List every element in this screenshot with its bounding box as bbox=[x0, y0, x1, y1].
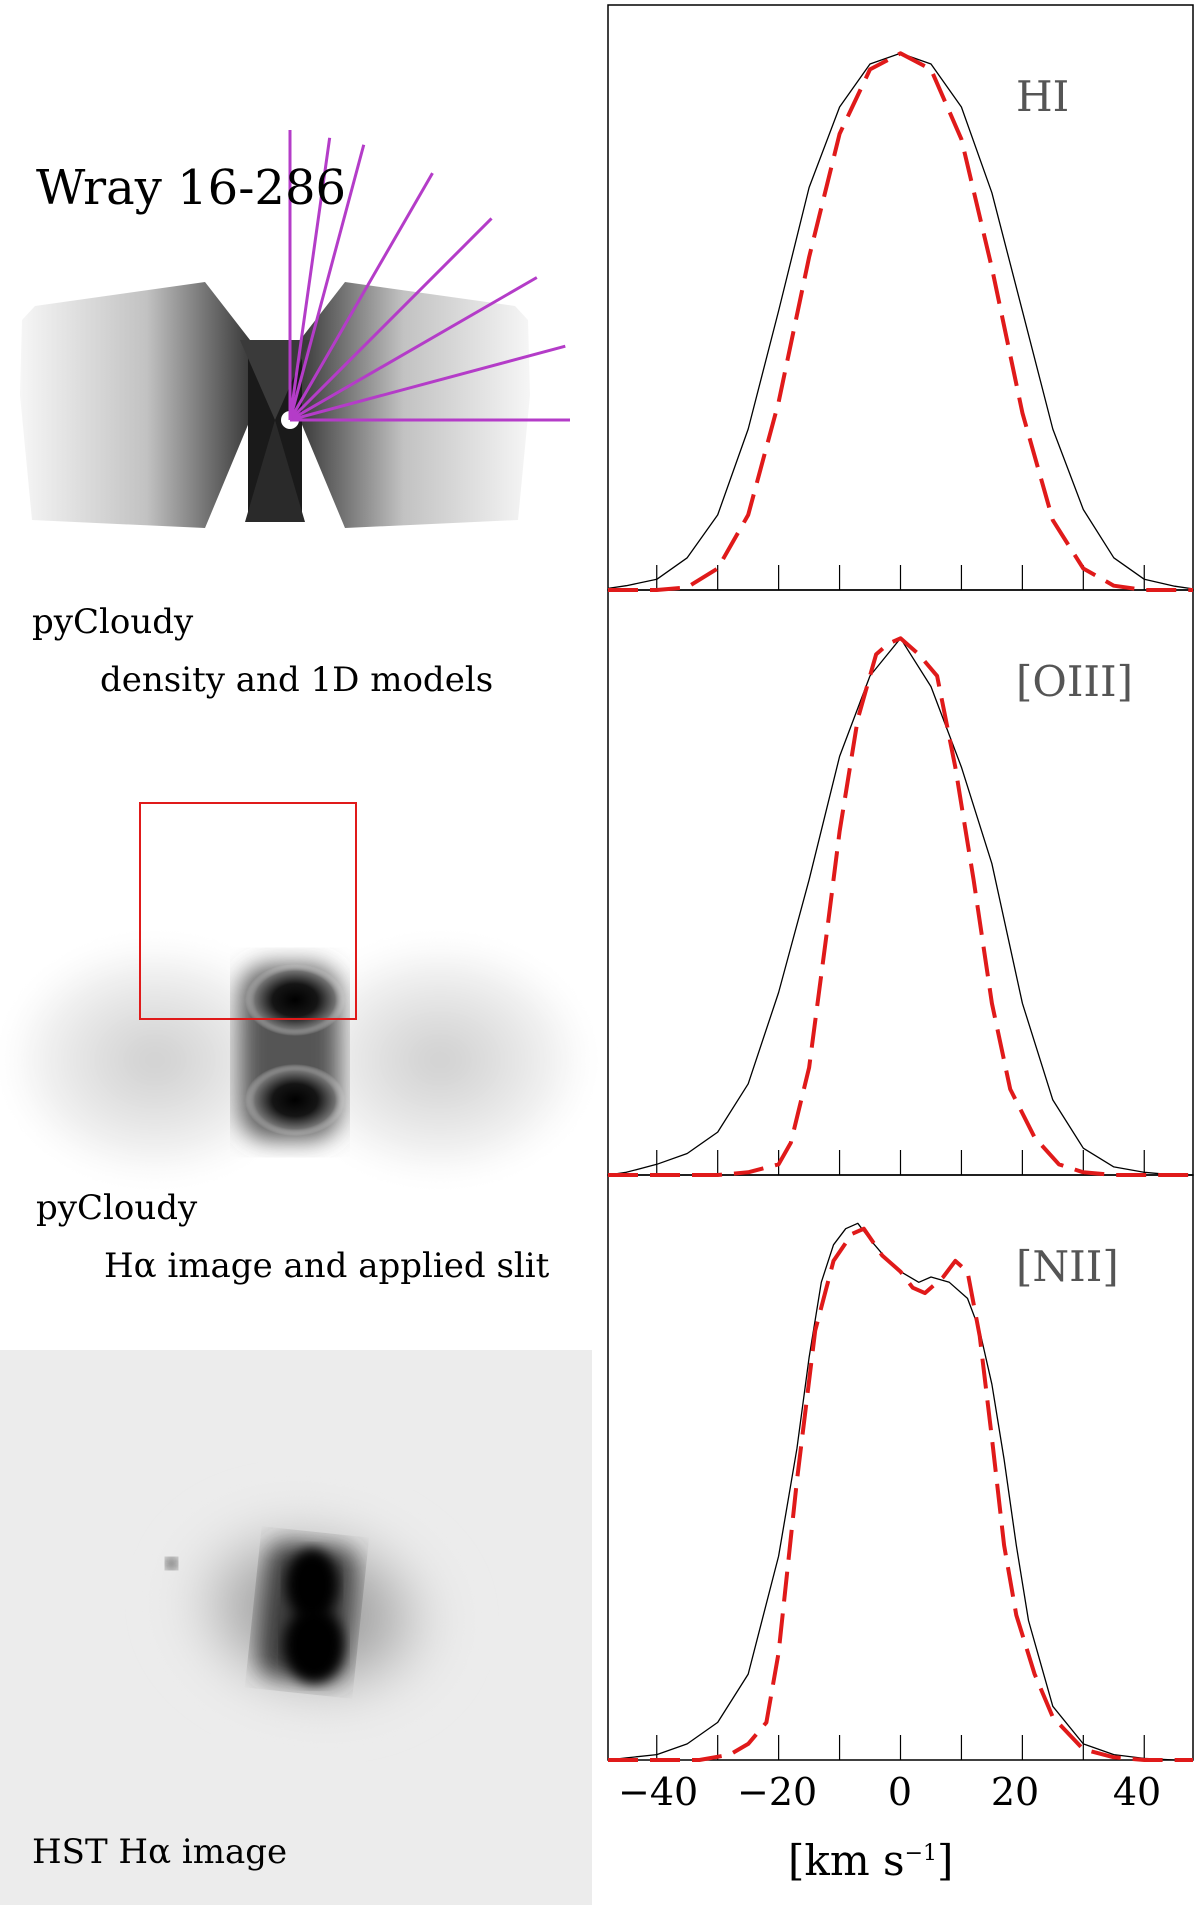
density-left-lobe bbox=[20, 282, 250, 528]
x-axis-label-unit: [km s bbox=[788, 1836, 905, 1885]
line-profile-panels bbox=[607, 4, 1194, 1762]
hst-field-star bbox=[166, 1558, 177, 1569]
radial-line-1 bbox=[289, 344, 566, 422]
observed-profile-hi bbox=[607, 52, 1194, 590]
density-caption-line1: pyCloudy bbox=[32, 602, 194, 642]
density-model-image bbox=[20, 130, 570, 528]
observed-profile-oiii bbox=[607, 637, 1193, 1176]
profile-curves bbox=[607, 51, 1194, 1762]
density-waist-fan-upper bbox=[240, 340, 310, 420]
x-tick-label-neg20: −20 bbox=[737, 1770, 818, 1814]
radial-line-3 bbox=[288, 217, 493, 422]
hst-knot-lower bbox=[284, 1607, 344, 1683]
model-profile-nii bbox=[608, 1226, 1193, 1762]
applied-slit-box bbox=[139, 802, 357, 1020]
radial-line-2 bbox=[289, 276, 538, 422]
radial-line-4 bbox=[288, 172, 434, 421]
object-title: Wray 16-286 bbox=[36, 160, 347, 216]
density-waist-fan-lower bbox=[245, 420, 305, 522]
halpha-left-lobe bbox=[5, 940, 305, 1180]
halpha-right-lobe bbox=[290, 940, 590, 1180]
observed-profile-nii bbox=[607, 1222, 1193, 1761]
halpha-model-image bbox=[5, 802, 590, 1180]
panel-label-hi: HI bbox=[1016, 72, 1070, 121]
halpha-caption-line2: Hα image and applied slit bbox=[104, 1246, 550, 1286]
x-axis-label-exponent: −1 bbox=[904, 1841, 938, 1866]
panel-label-oiii: [OIII] bbox=[1016, 657, 1133, 706]
hst-caption: HST Hα image bbox=[32, 1832, 288, 1872]
density-right-lobe bbox=[300, 282, 530, 528]
x-tick-label-neg40: −40 bbox=[618, 1770, 699, 1814]
x-axis-label: [km s−1] bbox=[788, 1836, 953, 1885]
halpha-upper-knot bbox=[245, 964, 345, 1036]
panel-label-nii: [NII] bbox=[1016, 1242, 1119, 1291]
radial-model-lines bbox=[288, 130, 570, 422]
hst-halpha-image bbox=[0, 1350, 592, 1905]
halpha-caption-line1: pyCloudy bbox=[36, 1188, 198, 1228]
halpha-lower-knot bbox=[245, 1064, 345, 1136]
hst-knot-upper bbox=[286, 1549, 338, 1621]
x-tick-label-0: 0 bbox=[887, 1770, 913, 1814]
x-tick-label-40: 40 bbox=[1112, 1770, 1162, 1814]
model-profile-oiii bbox=[608, 636, 1193, 1177]
profile-panel-hi-frame bbox=[607, 4, 1194, 591]
x-axis-label-close: ] bbox=[937, 1836, 954, 1885]
density-caption-line2: density and 1D models bbox=[100, 660, 494, 700]
model-profile-hi bbox=[608, 51, 1193, 592]
radial-line-6 bbox=[288, 137, 332, 421]
x-tick-label-20: 20 bbox=[990, 1770, 1040, 1814]
radial-line-5 bbox=[288, 144, 366, 421]
